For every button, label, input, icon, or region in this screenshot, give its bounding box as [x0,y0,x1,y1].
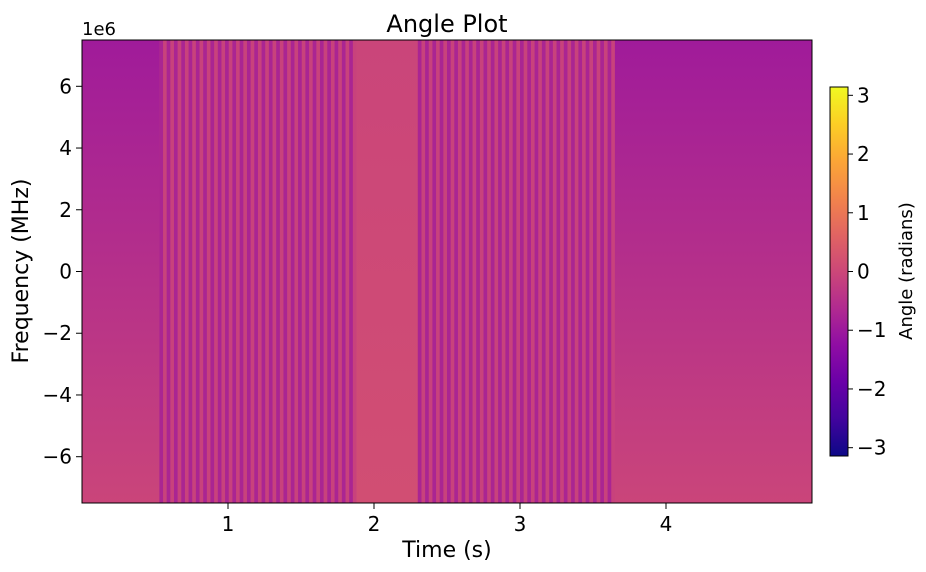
y-tick-label: 0 [59,260,72,284]
heatmap-stripe [505,40,510,503]
heatmap-stripe [454,40,458,503]
colorbar-tick-label: 0 [857,260,870,284]
heatmap-stripe [578,40,583,503]
heatmap-segment [159,40,357,503]
heatmap-stripe [232,40,237,503]
heatmap-stripe [283,40,288,503]
colorbar-tick-label: −3 [857,436,886,460]
heatmap-stripe [239,40,244,503]
heatmap-segment [417,40,616,503]
heatmap-stripe [563,40,568,503]
chart-title: Angle Plot [386,10,507,38]
heatmap-stripe [349,40,353,503]
colorbar-tick-label: 1 [857,201,870,225]
heatmap-stripe [527,40,531,503]
heatmap-stripe [268,40,273,503]
y-tick-label: 6 [59,74,72,98]
x-tick-label: 2 [368,512,381,536]
colorbar-tick-label: −2 [857,377,886,401]
heatmap-stripe [210,40,215,503]
heatmap-stripe [312,40,317,503]
heatmap-stripe [476,40,480,503]
heatmap-segment [614,40,812,503]
heatmap-stripe [585,40,590,503]
y-axis-label: Frequency (MHz) [9,179,34,364]
y-tick-label: −4 [43,383,72,407]
heatmap-stripe [461,40,466,503]
heatmap-stripe [593,40,597,503]
heatmap-stripe [534,40,539,503]
colorbar-label: Angle (radians) [896,202,917,340]
heatmap-stripe [334,40,339,503]
x-tick-label: 3 [514,512,527,536]
heatmap-area [82,40,812,503]
y-tick-label: −6 [43,445,72,469]
colorbar-tick-label: 2 [857,142,870,166]
x-axis: 1 2 3 4 [222,503,673,536]
heatmap-stripe [166,40,171,503]
x-tick-label: 1 [222,512,235,536]
heatmap-stripe [181,40,185,503]
heatmap-stripe [195,40,200,503]
heatmap-stripe [305,40,310,503]
y-tick-label: 4 [59,136,72,160]
heatmap-stripe [549,40,553,503]
heatmap-stripe [159,40,164,503]
heatmap-stripe [246,40,251,503]
heatmap-stripe [225,40,229,503]
heatmap-stripe [217,40,222,503]
heatmap-stripe [203,40,207,503]
heatmap-stripe [276,40,280,503]
heatmap-stripe [520,40,524,503]
heatmap-stripe [468,40,473,503]
heatmap-stripe [490,40,495,503]
colorbar-tick-label: −1 [857,318,886,342]
heatmap-segment [356,40,419,503]
y-axis: −6 −4 −2 0 2 4 6 [43,74,82,469]
y-offset-label: 1e6 [82,19,116,40]
x-tick-label: 4 [660,512,673,536]
y-tick-label: −2 [43,321,72,345]
heatmap-segment [82,40,160,503]
colorbar-tick-label: 3 [857,83,870,107]
heatmap-stripe [439,40,444,503]
heatmap-stripe [417,40,422,503]
heatmap-stripe [541,40,546,503]
colorbar [829,86,849,457]
heatmap-stripe [261,40,266,503]
heatmap-stripe [447,40,451,503]
heatmap-stripe [512,40,517,503]
heatmap-stripe [254,40,258,503]
heatmap-stripe [173,40,178,503]
heatmap-stripe [319,40,324,503]
heatmap-stripe [600,40,604,503]
heatmap-stripe [341,40,346,503]
heatmap-stripe [498,40,502,503]
heatmap-stripe [571,40,575,503]
heatmap-stripe [432,40,437,503]
x-axis-label: Time (s) [401,538,491,563]
heatmap-stripe [425,40,429,503]
heatmap-stripe [188,40,193,503]
heatmap-stripe [327,40,331,503]
heatmap-stripe [483,40,488,503]
colorbar-axis: 3 2 1 0 −1 −2 −3 [848,83,886,460]
y-tick-label: 2 [59,198,72,222]
heatmap-stripe [556,40,561,503]
heatmap-stripe [298,40,302,503]
heatmap-stripe [607,40,612,503]
heatmap-stripe [290,40,295,503]
